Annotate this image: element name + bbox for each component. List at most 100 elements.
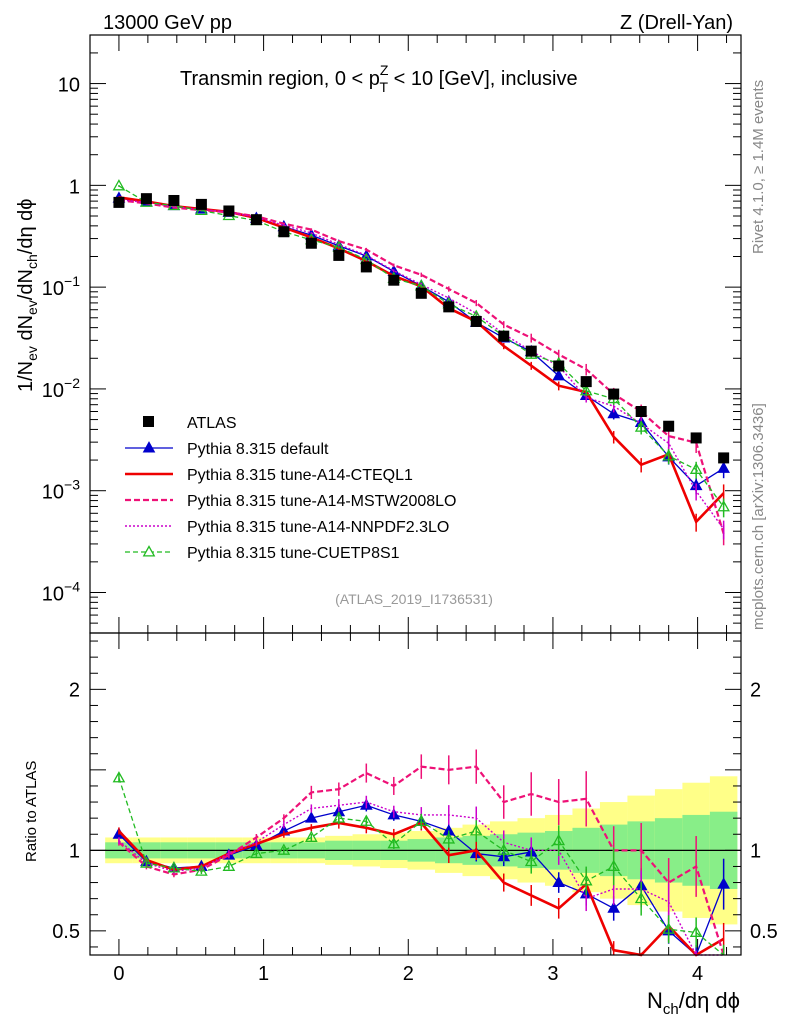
series-point-ratio bbox=[387, 837, 401, 849]
data-point-atlas bbox=[718, 452, 730, 464]
data-point-atlas bbox=[608, 388, 620, 400]
legend-label: Pythia 8.315 tune-CUETP8S1 bbox=[187, 545, 400, 562]
series-point-ratio bbox=[195, 864, 208, 876]
data-point-atlas bbox=[470, 315, 482, 327]
data-point-atlas bbox=[553, 360, 565, 372]
legend: ATLAS Pythia 8.315 default Pythia 8.315 tu… bbox=[125, 415, 456, 562]
y-tick-label-ratio: 2 bbox=[69, 679, 80, 701]
series-point-main bbox=[607, 406, 621, 419]
data-point-atlas bbox=[443, 301, 455, 313]
data-point-atlas bbox=[635, 406, 647, 418]
data-point-atlas bbox=[195, 198, 207, 210]
side-label-bottom: mcplots.cern.ch [arXiv:1306.3436] bbox=[750, 403, 767, 630]
y-tick-label-ratio: 0.5 bbox=[52, 921, 80, 943]
analysis-label: (ATLAS_2019_I1736531) bbox=[335, 591, 493, 607]
y-tick-label-main: 1 bbox=[69, 176, 80, 198]
data-point-atlas bbox=[498, 330, 510, 342]
legend-marker bbox=[142, 441, 156, 453]
x-tick-label: 1 bbox=[258, 963, 269, 985]
data-point-atlas bbox=[663, 420, 675, 432]
y-tick-label-main: 10−1 bbox=[42, 273, 80, 300]
header-left: 13000 GeV pp bbox=[103, 12, 232, 34]
series-point-ratio bbox=[222, 859, 236, 871]
series-point-ratio bbox=[140, 856, 153, 868]
main-series-group bbox=[112, 179, 730, 546]
x-axis-label: Nch/dη dϕ bbox=[647, 988, 740, 1018]
legend-label: Pythia 8.315 tune-A14-MSTW2008LO bbox=[187, 493, 456, 510]
series-point-main bbox=[634, 420, 648, 432]
series-point-ratio bbox=[497, 843, 511, 855]
series-point-ratio bbox=[524, 854, 538, 867]
series-point-ratio bbox=[167, 861, 181, 873]
series-point-main bbox=[662, 449, 675, 461]
y-axis-label-ratio: Ratio to ATLAS bbox=[23, 761, 40, 862]
series-point-ratio bbox=[414, 814, 428, 826]
series-point-ratio bbox=[607, 901, 621, 913]
y-tick-label-ratio-right: 2 bbox=[750, 679, 761, 701]
series-point-ratio bbox=[717, 877, 730, 889]
series-point-ratio bbox=[305, 811, 318, 823]
data-point-atlas bbox=[360, 261, 372, 273]
legend-label-atlas: ATLAS bbox=[187, 415, 237, 432]
series-point-ratio bbox=[442, 832, 456, 844]
legend-label: Pythia 8.315 tune-A14-NNPDF2.3LO bbox=[187, 519, 449, 536]
series-point-main bbox=[552, 369, 566, 381]
x-tick-label: 2 bbox=[403, 963, 414, 985]
legend-label: Pythia 8.315 default bbox=[187, 441, 329, 458]
data-point-atlas bbox=[333, 249, 345, 261]
side-label-top: Rivet 4.1.0, ≥ 1.4M events bbox=[750, 80, 767, 254]
series-point-main bbox=[717, 500, 730, 512]
ratio-series-group bbox=[112, 749, 730, 957]
header-right: Z (Drell-Yan) bbox=[620, 12, 733, 34]
series-point-main bbox=[717, 461, 730, 473]
plot-title: Transmin region, 0 < pZ T < 10 [GeV], inc… bbox=[180, 62, 578, 95]
series-point-ratio bbox=[112, 771, 126, 783]
series-point-ratio bbox=[662, 922, 675, 934]
series-point-ratio bbox=[469, 824, 483, 836]
tick-labels: 0 1 2 3 4 10 1 10−1 10−2 10−3 10−4 0.5 0.5 1 1 2 2 bbox=[42, 75, 778, 985]
y-tick-label-ratio-right: 0.5 bbox=[750, 921, 778, 943]
series-line-main bbox=[118, 185, 725, 508]
x-tick-label: 3 bbox=[547, 963, 558, 985]
series-point-ratio bbox=[579, 874, 593, 886]
main-panel-frame bbox=[89, 34, 742, 634]
y-axis-label-main: 1/Nev dNev/dNch/dη dϕ bbox=[15, 199, 40, 392]
x-tick-label: 4 bbox=[692, 963, 703, 985]
series-point-ratio bbox=[332, 811, 346, 823]
y-tick-label-main: 10−4 bbox=[42, 578, 80, 605]
series-point-main bbox=[689, 462, 703, 474]
legend-marker-atlas bbox=[143, 416, 154, 427]
legend-marker bbox=[142, 545, 156, 557]
data-point-atlas bbox=[415, 287, 427, 299]
series-point-ratio bbox=[250, 846, 263, 859]
series-point-ratio bbox=[552, 833, 566, 846]
data-point-atlas bbox=[168, 194, 180, 206]
ratio-panel-frame bbox=[89, 632, 742, 956]
series-point-ratio bbox=[689, 925, 703, 937]
series-point-ratio bbox=[607, 859, 621, 871]
y-tick-label-ratio-right: 1 bbox=[750, 840, 761, 862]
y-tick-label-main: 10−3 bbox=[42, 477, 80, 504]
series-point-ratio bbox=[305, 830, 318, 842]
data-point-atlas bbox=[113, 196, 125, 208]
series-point-ratio bbox=[634, 891, 648, 904]
series-point-main bbox=[112, 179, 126, 191]
data-point-atlas bbox=[525, 345, 537, 357]
legend-label: Pythia 8.315 tune-A14-CTEQL1 bbox=[187, 467, 413, 484]
y-tick-label-main: 10 bbox=[58, 75, 80, 97]
series-point-main bbox=[579, 384, 593, 396]
data-point-atlas bbox=[305, 237, 317, 249]
series-point-ratio bbox=[277, 843, 291, 855]
data-point-atlas bbox=[250, 214, 262, 226]
data-point-atlas bbox=[140, 193, 152, 205]
y-tick-label-main: 10−2 bbox=[42, 375, 80, 402]
series-point-ratio bbox=[552, 875, 566, 888]
data-point-atlas bbox=[690, 432, 702, 444]
data-point-atlas bbox=[278, 226, 290, 238]
data-point-atlas bbox=[223, 205, 235, 217]
series-point-ratio bbox=[359, 814, 373, 826]
y-tick-label-ratio: 1 bbox=[69, 840, 80, 862]
data-point-atlas bbox=[388, 274, 400, 286]
data-point-atlas bbox=[580, 376, 592, 388]
